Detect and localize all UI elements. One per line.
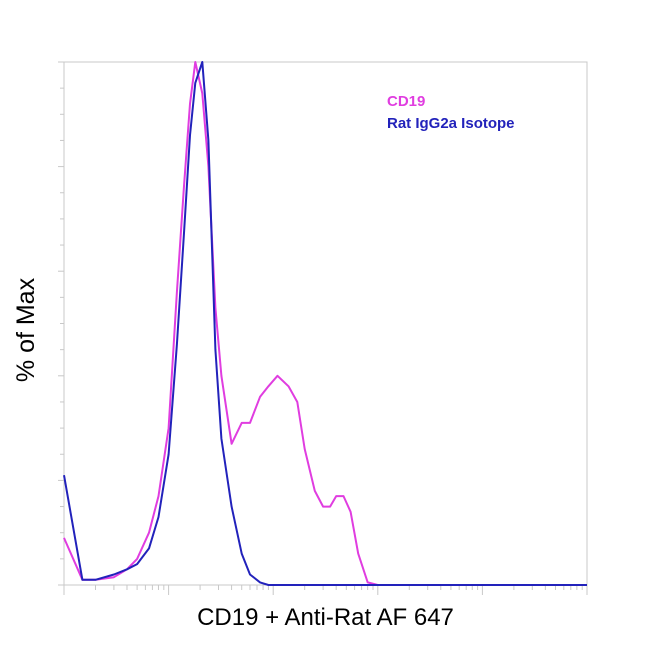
- y-axis-label: % of Max: [12, 277, 40, 383]
- y-axis-ticks: [58, 61, 64, 586]
- series-lines: [63, 61, 587, 586]
- legend-entry-isotype: Rat IgG2a Isotope: [387, 115, 515, 132]
- series-line-1: [63, 61, 587, 586]
- x-axis-label: CD19 + Anti-Rat AF 647: [197, 604, 454, 631]
- x-axis-ticks: [63, 585, 588, 595]
- legend-entry-cd19: CD19: [387, 93, 426, 110]
- series-line-0: [63, 61, 587, 586]
- legend: CD19 Rat IgG2a Isotope: [387, 91, 515, 135]
